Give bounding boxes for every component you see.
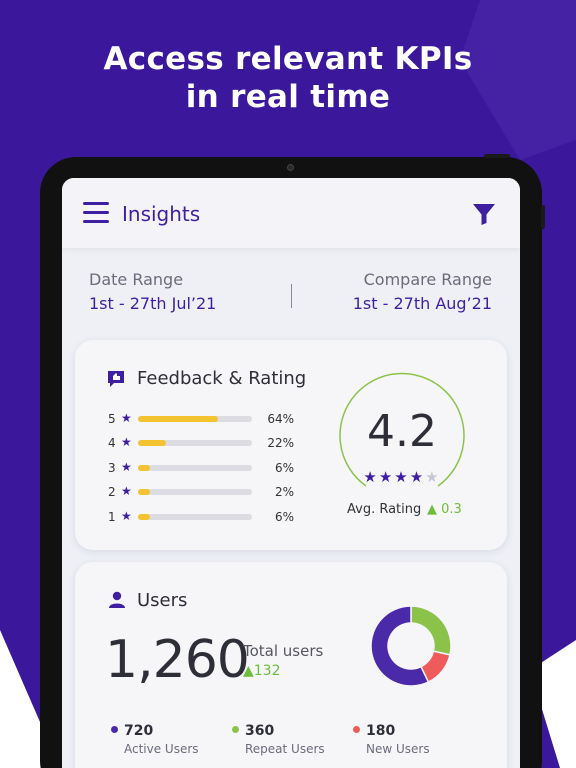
hamburger-menu-icon[interactable] bbox=[83, 202, 109, 224]
rating-row: 4 ★ 22% bbox=[108, 435, 298, 450]
rating-star-count: 4 bbox=[108, 436, 116, 450]
users-legend-item: 360 Repeat Users bbox=[232, 720, 325, 756]
star-icon: ★ bbox=[121, 460, 132, 474]
users-legend-item: 720 Active Users bbox=[111, 720, 199, 756]
feedback-card-title: Feedback & Rating bbox=[137, 368, 307, 389]
rating-percent: 6% bbox=[274, 510, 294, 524]
app-screen: Insights Date Range 1st - 27th Jul’21 Co… bbox=[62, 178, 520, 768]
rating-bar-fill bbox=[138, 440, 166, 446]
legend-value: 180 bbox=[366, 723, 396, 739]
star-icon: ★ bbox=[378, 469, 395, 486]
range-divider bbox=[291, 284, 292, 308]
legend-value: 720 bbox=[124, 723, 154, 739]
rating-row: 1 ★ 6% bbox=[108, 509, 298, 524]
feedback-rating-card[interactable]: Feedback & Rating 5 ★ 64% 4 ★ 22% 3 ★ 6% 2 ★ 2% 1 ★ 6%… bbox=[75, 340, 507, 550]
rating-bar-track bbox=[138, 440, 252, 446]
users-delta: ▲132 bbox=[243, 663, 281, 679]
page-title: Insights bbox=[122, 202, 201, 226]
avg-rating-stars: ★★★★★ bbox=[336, 468, 468, 486]
rating-bar-fill bbox=[138, 465, 150, 471]
star-icon: ★ bbox=[425, 469, 441, 486]
legend-label: Repeat Users bbox=[245, 742, 325, 756]
star-icon: ★ bbox=[121, 509, 132, 523]
avg-rating-value: 4.2 bbox=[367, 406, 437, 457]
tablet-side-button bbox=[541, 205, 545, 229]
rating-bar-track bbox=[138, 514, 252, 520]
star-icon: ★ bbox=[409, 469, 426, 486]
users-legend-item: 180 New Users bbox=[353, 720, 430, 756]
rating-star-count: 3 bbox=[108, 461, 116, 475]
compare-range-value: 1st - 27th Aug’21 bbox=[352, 294, 492, 313]
rating-row: 3 ★ 6% bbox=[108, 460, 298, 475]
tablet-top-button bbox=[484, 154, 510, 158]
rating-row: 5 ★ 64% bbox=[108, 411, 298, 426]
users-total-label: Total users bbox=[243, 642, 324, 660]
compare-range[interactable]: Compare Range 1st - 27th Aug’21 bbox=[353, 270, 492, 313]
rating-row: 2 ★ 2% bbox=[108, 484, 298, 499]
tablet-camera bbox=[287, 164, 294, 171]
date-range-value: 1st - 27th Jul’21 bbox=[89, 294, 217, 313]
date-range[interactable]: Date Range 1st - 27th Jul’21 bbox=[89, 270, 216, 313]
legend-dot bbox=[111, 726, 118, 733]
avg-rating-label: Avg. Rating bbox=[347, 502, 422, 517]
rating-bar-track bbox=[138, 489, 252, 495]
user-icon bbox=[109, 591, 125, 608]
legend-dot bbox=[232, 726, 239, 733]
rating-bar-track bbox=[138, 416, 252, 422]
users-card-title: Users bbox=[137, 590, 188, 611]
users-donut-chart bbox=[370, 605, 452, 687]
rating-star-count: 2 bbox=[108, 485, 116, 499]
legend-label: Active Users bbox=[124, 742, 199, 756]
legend-value: 360 bbox=[245, 723, 275, 739]
headline-line-1: Access relevant KPIs bbox=[103, 41, 473, 77]
headline-line-2: in real time bbox=[185, 79, 391, 115]
rating-percent: 2% bbox=[274, 485, 294, 499]
legend-dot bbox=[353, 726, 360, 733]
rating-percent: 64% bbox=[267, 412, 294, 426]
avg-rating-ring bbox=[339, 372, 465, 487]
star-icon: ★ bbox=[394, 469, 410, 486]
star-icon: ★ bbox=[121, 411, 132, 425]
donut-slice bbox=[370, 605, 430, 687]
users-total-value: 1,260 bbox=[105, 630, 250, 690]
filter-funnel-icon[interactable] bbox=[472, 202, 496, 226]
users-card[interactable]: Users 1,260 Total users ▲132 720 Active U… bbox=[75, 562, 507, 768]
avg-rating-delta: ▲ 0.3 bbox=[427, 502, 462, 517]
rating-bar-fill bbox=[138, 416, 219, 422]
donut-slice bbox=[410, 605, 452, 656]
rating-star-count: 1 bbox=[108, 510, 116, 524]
rating-star-count: 5 bbox=[108, 412, 116, 426]
star-icon: ★ bbox=[121, 435, 132, 449]
star-icon: ★ bbox=[363, 469, 379, 486]
legend-label: New Users bbox=[366, 742, 430, 756]
rating-bar-fill bbox=[138, 514, 150, 520]
rating-percent: 22% bbox=[267, 436, 294, 450]
compare-range-label: Compare Range bbox=[363, 270, 492, 289]
feedback-bubble-icon bbox=[108, 371, 124, 387]
rating-bar-fill bbox=[138, 489, 150, 495]
date-range-label: Date Range bbox=[89, 270, 184, 289]
headline: Access relevant KPIs in real time bbox=[0, 40, 576, 116]
star-icon: ★ bbox=[121, 484, 132, 498]
app-bar: Insights bbox=[62, 178, 520, 248]
rating-percent: 6% bbox=[274, 461, 294, 475]
rating-bar-track bbox=[138, 465, 252, 471]
